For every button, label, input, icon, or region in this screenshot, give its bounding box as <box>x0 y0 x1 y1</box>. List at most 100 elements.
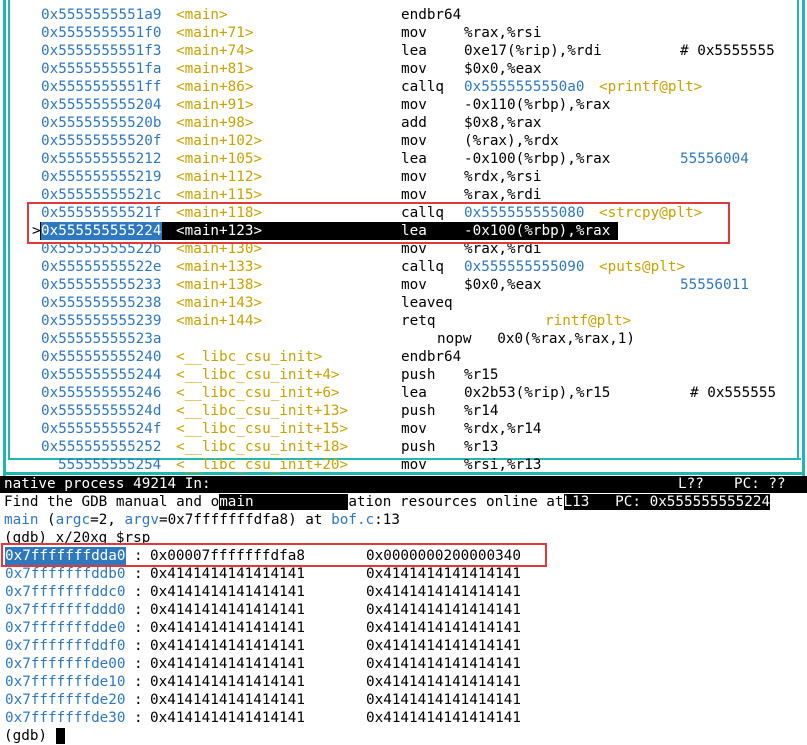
asm-symbol: <main+143> <box>176 295 263 311</box>
asm-line[interactable]: 0x555555555238 <main+143> leaveq <box>0 294 807 312</box>
memory-value-2: 0x4141414141414141 <box>366 584 521 600</box>
memory-value-2: 0x4141414141414141 <box>366 566 521 582</box>
asm-opcode: lea <box>401 43 427 59</box>
asm-line[interactable]: 555555555254 <__libc_csu_init+20> mov %rsi,… <box>0 456 807 474</box>
asm-line[interactable]: 0x555555555246 <__libc_csu_init+6> lea 0x2b… <box>0 384 807 402</box>
asm-address: 0x555555555246 <box>41 385 162 401</box>
asm-opcode: lea <box>401 385 427 401</box>
asm-line[interactable]: 0x55555555522b <main+130> mov %rax,%rdi <box>0 240 807 258</box>
memory-address: 0x7fffffffde30 <box>5 710 126 726</box>
asm-line[interactable]: 0x555555555252 <__libc_csu_init+18> push %r… <box>0 438 807 456</box>
asm-opcode: callq <box>401 79 445 95</box>
asm-line[interactable]: 0x55555555523a nopw 0x0(%rax,%rax,1) <box>0 330 807 348</box>
asm-symbol: <main+105> <box>176 151 263 167</box>
memory-value-1: 0x4141414141414141 <box>150 656 305 672</box>
asm-address: 555555555254 <box>58 457 162 473</box>
asm-address: 0x555555555233 <box>41 277 162 293</box>
console-msg-line: L13 <box>563 494 590 510</box>
memory-colon: : <box>134 638 143 654</box>
asm-symbol: <main+130> <box>176 241 263 257</box>
asm-line[interactable]: 0x55555555524d <__libc_csu_init+13> push %r… <box>0 402 807 420</box>
asm-line[interactable]: 0x55555555522e <main+133> callq 0x555555555… <box>0 258 807 276</box>
asm-call-symbol: <printf@plt> <box>599 79 703 95</box>
memory-value-1: 0x4141414141414141 <box>150 710 305 726</box>
gdb-prompt[interactable]: (gdb) <box>4 727 65 745</box>
asm-line[interactable]: 0x55555555521f <main+118> callq 0x555555555… <box>0 204 807 222</box>
asm-symbol: <main+86> <box>176 79 254 95</box>
memory-value-1: 0x4141414141414141 <box>150 602 305 618</box>
asm-line[interactable]: 0x5555555551a9 <main> endbr64 <box>0 6 807 24</box>
asm-opcode: mov <box>401 133 427 149</box>
asm-address: 0x555555555238 <box>41 295 162 311</box>
memory-colon: : <box>134 656 143 672</box>
asm-line[interactable]: 0x555555555219 <main+112> mov %rdx,%rsi <box>0 168 807 186</box>
console-frame: main (argc=2, argv=0x7fffffffdfa8) at bo… <box>4 511 400 529</box>
asm-address: 0x55555555524f <box>41 421 162 437</box>
asm-operands: %r13 <box>464 439 499 455</box>
asm-line[interactable]: 0x555555555239 <main+144> retq rintf@plt> <box>0 312 807 330</box>
memory-address: 0x7fffffffddb0 <box>5 566 126 582</box>
asm-symbol: <main+118> <box>176 205 263 221</box>
asm-line[interactable]: 0x55555555521c <main+115> mov %rax,%rdi <box>0 186 807 204</box>
frame-function: main <box>4 512 39 528</box>
asm-operands: -0x100(%rbp),%rax <box>464 223 611 239</box>
memory-value-1: 0x4141414141414141 <box>150 674 305 690</box>
asm-line[interactable]: 0x5555555551f0 <main+71> mov %rax,%rsi <box>0 24 807 42</box>
pane-border-right <box>802 0 805 476</box>
asm-operands: %rax,%rdi <box>464 187 542 203</box>
memory-value-1: 0x4141414141414141 <box>150 692 305 708</box>
memory-address: 0x7fffffffde10 <box>5 674 126 690</box>
status-pc: PC: ?? <box>734 476 786 492</box>
memory-value-2: 0x4141414141414141 <box>366 620 521 636</box>
asm-address: 0x5555555551f3 <box>41 43 162 59</box>
asm-line[interactable]: 0x55555555520f <main+102> mov (%rax),%rdx <box>0 132 807 150</box>
asm-address: 0x55555555524d <box>41 403 162 419</box>
asm-call-symbol: rintf@plt> <box>545 313 632 329</box>
asm-symbol: <main+102> <box>176 133 263 149</box>
asm-symbol: <__libc_csu_init+15> <box>176 421 349 437</box>
status-bar: native process 49214 In: L?? PC: ?? <box>0 476 807 493</box>
asm-line[interactable]: 0x55555555520b <main+98> add $0x8,%rax <box>0 114 807 132</box>
asm-opcode: endbr64 <box>401 7 462 23</box>
asm-line[interactable]: 0x555555555233 <main+138> mov $0x0,%eax 5555… <box>0 276 807 294</box>
asm-line[interactable]: 0x555555555204 <main+91> mov -0x110(%rbp),%… <box>0 96 807 114</box>
memory-value-2: 0x4141414141414141 <box>366 656 521 672</box>
asm-symbol: <main+81> <box>176 61 254 77</box>
status-process: native process 49214 In: <box>4 476 211 492</box>
asm-symbol: <__libc_csu_init+4> <box>176 367 340 383</box>
memory-value-1: 0x4141414141414141 <box>150 584 305 600</box>
asm-opcode: push <box>401 403 436 419</box>
memory-value-2: 0x4141414141414141 <box>366 692 521 708</box>
asm-symbol: <__libc_csu_init+18> <box>176 439 349 455</box>
asm-address: 0x55555555522e <box>41 259 162 275</box>
asm-opcode: lea <box>401 223 427 239</box>
asm-opcode: mov <box>401 169 427 185</box>
asm-address: 0x55555555521c <box>41 187 162 203</box>
asm-line[interactable]: 0x5555555551fa <main+81> mov $0x0,%eax <box>0 60 807 78</box>
asm-operands: %rdx,%rsi <box>464 169 542 185</box>
memory-value-1: 0x00007fffffffdfa8 <box>150 548 305 564</box>
text-cursor <box>55 728 65 744</box>
asm-line[interactable]: 0x55555555524f <__libc_csu_init+15> mov %rd… <box>0 420 807 438</box>
asm-line[interactable]: 0x555555555212 <main+105> lea -0x100(%rbp),… <box>0 150 807 168</box>
memory-value-2: 0x4141414141414141 <box>366 602 521 618</box>
console-msg-pre: Find the GDB manual and o <box>4 494 220 510</box>
asm-line-current[interactable]: >0x555555555224 <main+123> lea -0x100(%rbp)… <box>32 222 618 240</box>
asm-symbol: <main+98> <box>176 115 254 131</box>
asm-operands: $0x0,%eax <box>464 61 542 77</box>
memory-value-2: 0x0000000200000340 <box>366 548 521 564</box>
pane-border-bottom-inner <box>8 458 801 460</box>
asm-line[interactable]: 0x5555555551ff <main+86> callq 0x5555555550… <box>0 78 807 96</box>
asm-address: 0x5555555551ff <box>41 79 162 95</box>
memory-value-2: 0x4141414141414141 <box>366 674 521 690</box>
asm-symbol: <main+91> <box>176 97 254 113</box>
console-command: (gdb) x/20xg $rsp <box>4 530 151 546</box>
asm-line[interactable]: 0x5555555551f3 <main+74> lea 0xe17(%rip),%r… <box>0 42 807 60</box>
asm-call-target: 0x5555555550a0 <box>464 79 585 95</box>
asm-line[interactable]: 0x555555555244 <__libc_csu_init+4> push %r1… <box>0 366 807 384</box>
asm-opcode: mov <box>401 25 427 41</box>
asm-line[interactable]: 0x555555555240 <__libc_csu_init> endbr64 <box>0 348 807 366</box>
frame-argv-val: =0x7fffffffdfa8) at <box>158 512 332 528</box>
asm-opcode: leaveq <box>401 295 453 311</box>
asm-address: 0x55555555520f <box>41 133 162 149</box>
